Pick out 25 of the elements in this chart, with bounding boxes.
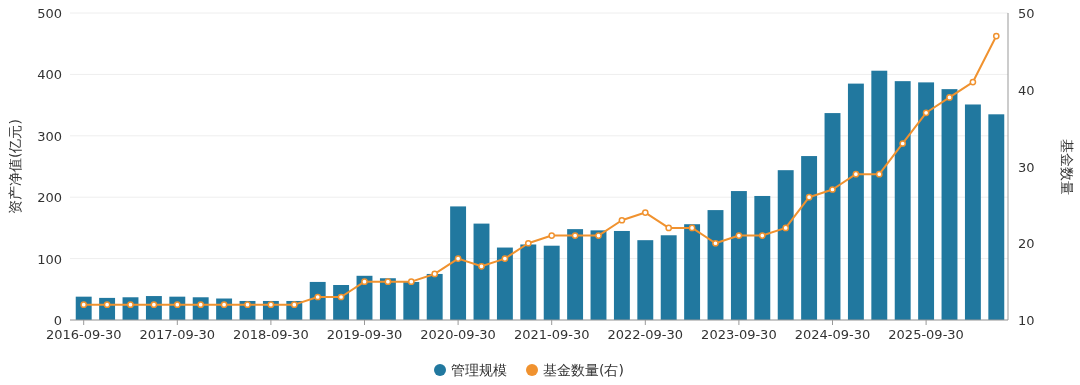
y-tick-label: 200 [37, 190, 62, 206]
x-tick-label: 2023-09-30 [701, 327, 777, 342]
x-tick-label: 2018-09-30 [233, 327, 309, 342]
y-tick-label: 500 [37, 6, 62, 21]
y-tick-label: 0 [53, 313, 62, 328]
y-tick-label: 100 [37, 251, 62, 267]
y2-tick-label: 50 [1018, 6, 1035, 21]
legend-label: 管理规模 [451, 362, 507, 378]
x-tick-label: 2016-09-30 [45, 327, 122, 342]
x-tick-label: 2021-09-30 [513, 327, 590, 342]
x-tick-label: 2020-09-30 [420, 327, 496, 342]
y-tick-label: 300 [37, 128, 62, 144]
y2-axis-title: 基金数量 [1059, 138, 1075, 195]
y2-tick-label: 40 [1018, 82, 1035, 98]
y2-tick-label: 10 [1018, 313, 1035, 328]
y-axis-title: 资产净值(亿元) [7, 119, 23, 214]
x-tick-label: 2024-09-30 [794, 327, 871, 342]
x-tick-label: 2022-09-30 [607, 327, 684, 342]
y2-tick-label: 20 [1018, 236, 1035, 252]
x-tick-label: 2017-09-30 [139, 327, 216, 342]
y2-tick-label: 30 [1018, 159, 1035, 175]
y-tick-label: 400 [37, 67, 62, 83]
x-tick-label: 2019-09-30 [326, 327, 403, 342]
x-tick-label: 2025-09-30 [888, 327, 964, 342]
legend-label: 基金数量(右) [543, 362, 624, 378]
